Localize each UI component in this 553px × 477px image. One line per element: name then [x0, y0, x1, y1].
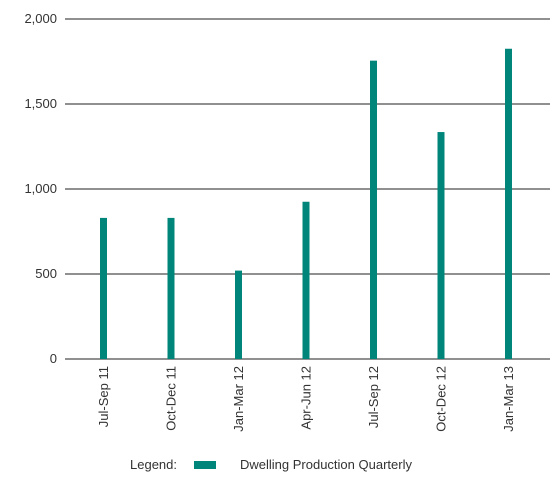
bar: [167, 217, 175, 359]
x-tick-label: Jul-Sep 11: [96, 366, 111, 427]
bar: [437, 132, 445, 359]
y-tick-label: 1,500: [24, 96, 57, 111]
x-tick-label: Jan-Mar 12: [231, 366, 246, 432]
y-tick-label: 2,000: [24, 11, 57, 26]
legend-series-label: Dwelling Production Quarterly: [240, 457, 412, 472]
y-tick-label: 0: [50, 351, 57, 366]
bar: [235, 270, 242, 359]
bar: [302, 201, 310, 359]
y-tick-label: 500: [35, 266, 57, 281]
bar: [370, 60, 377, 360]
x-tick-label: Jul-Sep 12: [366, 366, 381, 428]
x-tick-label: Oct-Dec 11: [164, 366, 179, 431]
legend-swatch: [194, 460, 216, 469]
y-tick-label: 1,000: [24, 181, 57, 196]
legend-title: Legend:: [130, 457, 177, 472]
bar: [100, 217, 107, 359]
legend: Legend: Dwelling Production Quarterly: [130, 457, 412, 472]
bar: [505, 48, 512, 359]
x-tick-label: Oct-Dec 12: [434, 366, 449, 432]
x-tick-label: Jan-Mar 13: [501, 366, 516, 432]
x-tick-label: Apr-Jun 12: [299, 366, 314, 430]
